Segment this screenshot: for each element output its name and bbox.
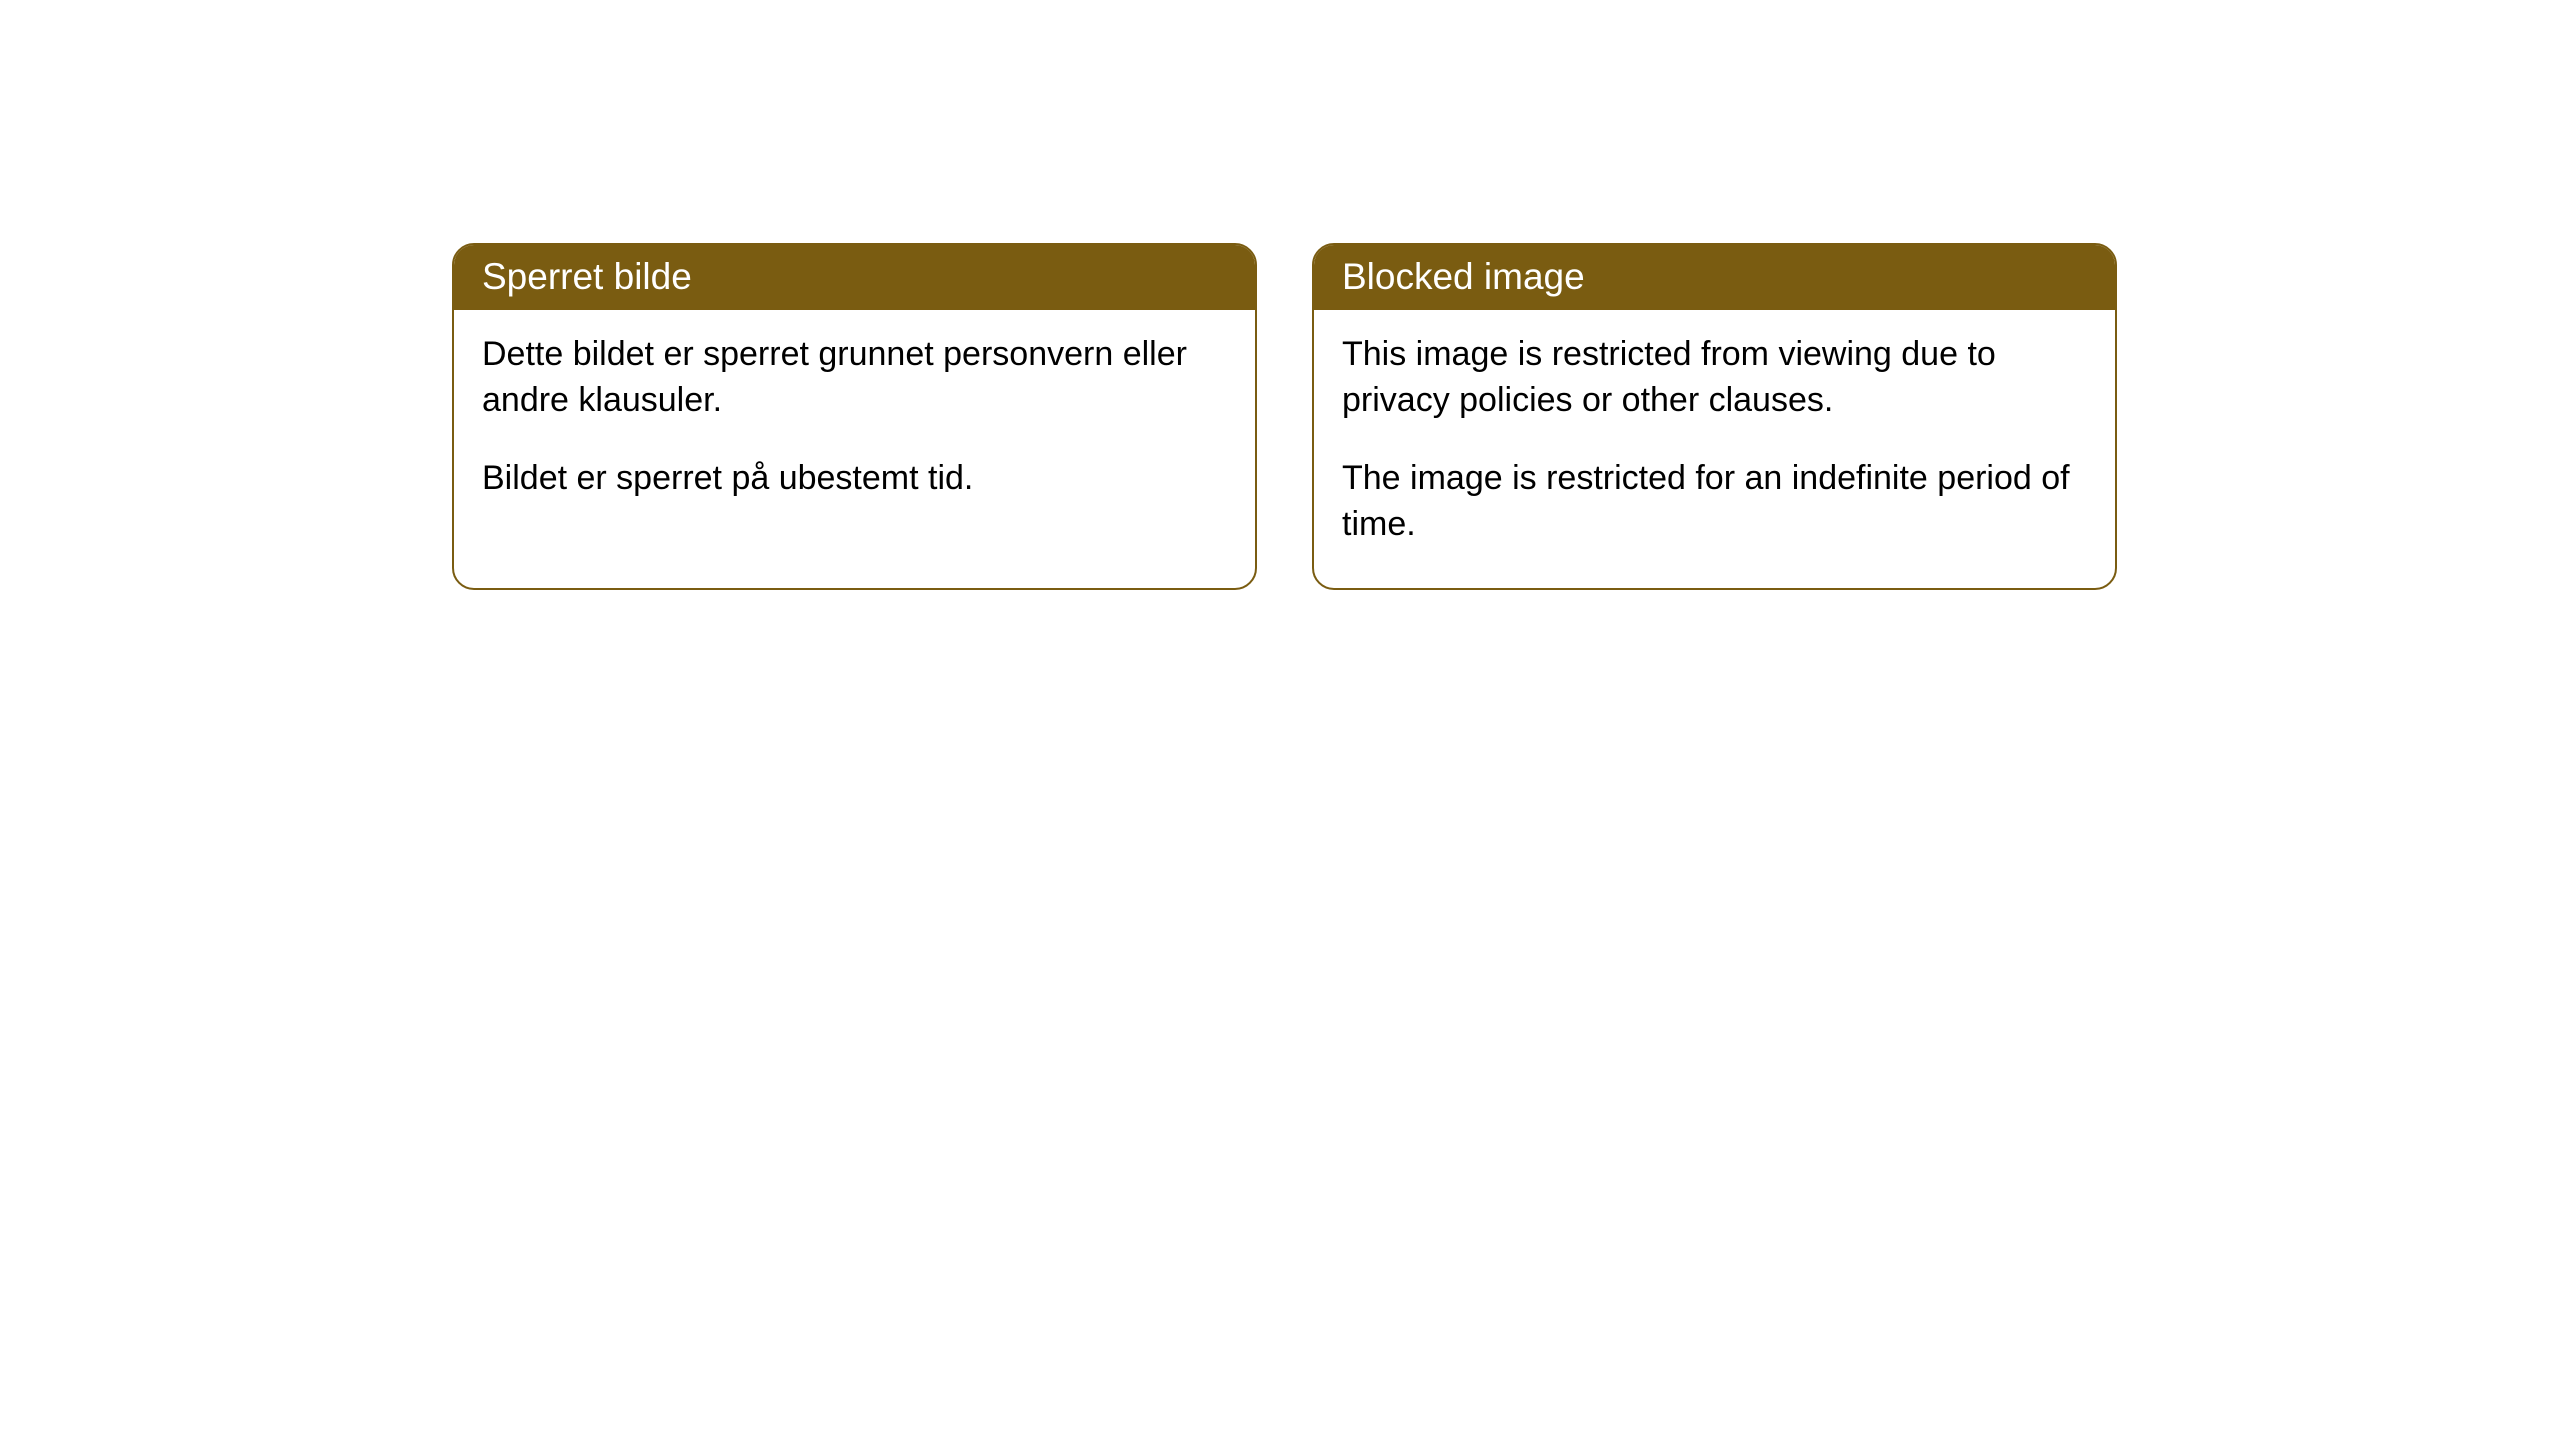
card-body-norwegian: Dette bildet er sperret grunnet personve… [454,310,1255,542]
notice-card-english: Blocked image This image is restricted f… [1312,243,2117,590]
card-title: Blocked image [1342,256,1585,297]
card-paragraph-1: This image is restricted from viewing du… [1342,332,2087,424]
card-header-english: Blocked image [1314,245,2115,310]
notice-cards-container: Sperret bilde Dette bildet er sperret gr… [0,0,2560,590]
card-paragraph-2: Bildet er sperret på ubestemt tid. [482,456,1227,502]
card-body-english: This image is restricted from viewing du… [1314,310,2115,588]
card-header-norwegian: Sperret bilde [454,245,1255,310]
card-paragraph-2: The image is restricted for an indefinit… [1342,456,2087,548]
notice-card-norwegian: Sperret bilde Dette bildet er sperret gr… [452,243,1257,590]
card-paragraph-1: Dette bildet er sperret grunnet personve… [482,332,1227,424]
card-title: Sperret bilde [482,256,692,297]
